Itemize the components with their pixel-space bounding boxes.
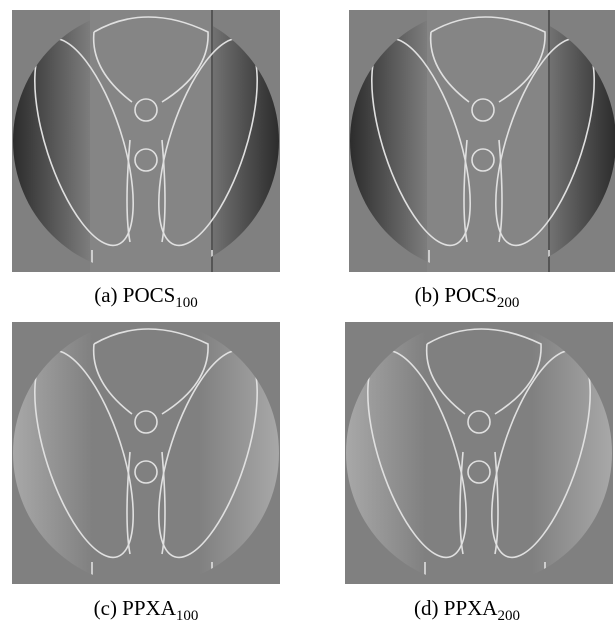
reconstruction-image [12, 10, 280, 272]
caption: (d) PPXA200 [317, 596, 615, 625]
caption: (a) POCS100 [0, 283, 296, 312]
reconstruction-image [345, 322, 613, 584]
caption-subscript: 200 [497, 608, 520, 624]
figure: (a) POCS100(b) POCS200(c) PPXA100(d) PPX… [0, 0, 615, 630]
caption-subscript: 100 [175, 295, 198, 311]
center-strip [90, 10, 212, 272]
caption-label: (c) PPXA [94, 596, 176, 620]
caption: (c) PPXA100 [0, 596, 296, 625]
reconstruction-image [349, 10, 615, 272]
caption-label: (a) POCS [94, 283, 175, 307]
disc [346, 322, 612, 584]
caption-subscript: 200 [497, 295, 520, 311]
center-strip [427, 10, 549, 272]
caption: (b) POCS200 [317, 283, 615, 312]
caption-subscript: 100 [176, 608, 199, 624]
caption-label: (d) PPXA [414, 596, 497, 620]
reconstruction-image [12, 322, 280, 584]
caption-label: (b) POCS [415, 283, 497, 307]
disc [13, 322, 279, 584]
